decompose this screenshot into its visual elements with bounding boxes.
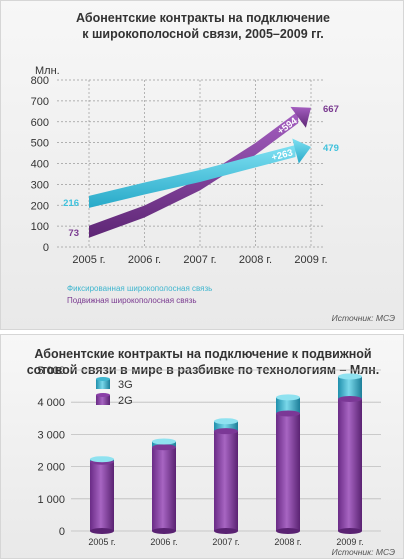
broadband-y-unit-label: Млн. (35, 65, 60, 77)
change-label-fixed: +263 (270, 148, 293, 164)
end-value-label-fixed: 479 (323, 143, 339, 154)
y-tick-label: 700 (31, 96, 49, 108)
series-arrowhead-fixed (292, 138, 311, 164)
bar-3g (276, 397, 300, 414)
bar-2g-top (276, 410, 300, 417)
broadband-chart-title-line-2: к широкополосной связи, 2005–2009 гг. (82, 26, 324, 41)
broadband-chart-title: Абонентские контракты на подключение к ш… (1, 11, 403, 42)
bar-2g (276, 413, 300, 531)
y-tick-label: 600 (31, 117, 49, 129)
x-tick-label: 2005 г. (88, 537, 115, 547)
bar-3g (338, 376, 362, 399)
bar-2g-top (152, 444, 176, 451)
legend-mobile-broadband: Подвижная широкополосная связь (67, 296, 197, 305)
y-tick-label: 4 000 (37, 397, 65, 409)
y-tick-label: 200 (31, 200, 49, 212)
x-tick-label: 2005 г. (72, 254, 105, 266)
x-tick-label: 2006 г. (150, 537, 177, 547)
y-tick-label: 3 000 (37, 429, 65, 441)
legend-2g-swatch (96, 395, 110, 405)
y-tick-label: 800 (31, 75, 49, 87)
legend-3g-label: 3G (118, 379, 133, 391)
y-tick-label: 300 (31, 179, 49, 191)
y-tick-label: 100 (31, 221, 49, 233)
series-arrowhead-mobile (290, 106, 311, 128)
x-tick-label: 2006 г. (128, 254, 161, 266)
bar-2g (214, 431, 238, 531)
start-value-label-mobile: 73 (68, 228, 79, 239)
broadband-chart-title-line-1: Абонентские контракты на подключение (76, 11, 330, 25)
y-tick-label: 0 (43, 242, 49, 254)
technology-source-note: Источник: МСЭ (331, 547, 395, 557)
bar-2g-top (214, 428, 238, 435)
y-tick-label: 2 000 (37, 462, 65, 474)
bar-3g-top (152, 438, 176, 445)
bar-2g (90, 461, 114, 531)
bar-3g-top (90, 456, 114, 463)
bar-3g-top (276, 394, 300, 401)
broadband-chart-panel: Абонентские контракты на подключение к ш… (0, 0, 404, 330)
y-tick-label: 1 000 (37, 494, 65, 506)
x-tick-label: 2008 г. (274, 537, 301, 547)
x-tick-label: 2009 г. (336, 537, 363, 547)
broadband-line-chart: 0 100 200 300 400 500 600 700 800 2005 г. 2006 г. 2… (31, 75, 339, 266)
bar-3g-top (214, 418, 238, 425)
x-tick-label: 2008 г. (239, 254, 272, 266)
bar-3g (214, 421, 238, 432)
bar-2g-base (152, 528, 176, 534)
bar-2g (338, 398, 362, 531)
technology-chart-panel: Абонентские контракты на подключение к п… (0, 334, 404, 559)
y-tick-label: 400 (31, 159, 49, 171)
bar-2g-base (90, 528, 114, 534)
legend-3g-swatch-top (96, 377, 110, 381)
x-tick-label: 2007 г. (183, 254, 216, 266)
technology-bar-chart: 0 1 000 2 000 3 000 4 000 5 000 2005 г. 2006 г.… (37, 365, 381, 547)
bar-2g-top (338, 395, 362, 402)
y-tick-label: 0 (59, 526, 65, 538)
start-value-label-fixed: 216 (63, 198, 79, 209)
series-band-mobile (89, 111, 299, 238)
legend-2g-label: 2G (118, 395, 133, 407)
bar-2g (152, 447, 176, 531)
legend-3g-swatch (96, 379, 110, 389)
series-band-fixed (89, 145, 296, 208)
y-tick-label: 5 000 (37, 365, 65, 377)
legend-2g-swatch-top (96, 393, 110, 397)
end-value-label-mobile: 667 (323, 104, 339, 115)
y-tick-label: 500 (31, 138, 49, 150)
bar-2g-base (214, 528, 238, 534)
broadband-source-note: Источник: МСЭ (331, 313, 395, 323)
technology-chart-title-line-1: Абонентские контракты на подключение к п… (34, 347, 372, 361)
legend-fixed-broadband: Фиксированная широкополосная связь (67, 284, 213, 293)
bar-2g-base (276, 528, 300, 534)
bar-3g-top (338, 373, 362, 380)
bar-2g-base (338, 528, 362, 534)
x-tick-label: 2007 г. (212, 537, 239, 547)
x-tick-label: 2009 г. (294, 254, 327, 266)
